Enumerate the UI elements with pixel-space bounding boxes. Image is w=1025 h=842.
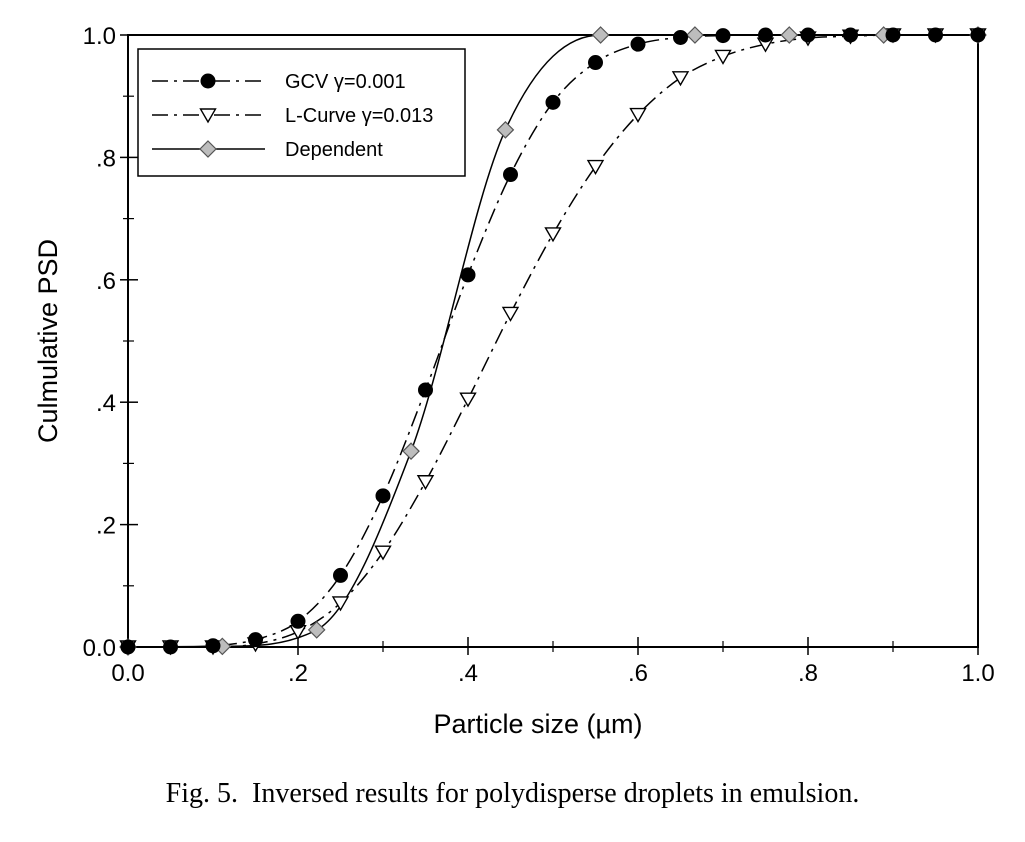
y-axis-title: Culmulative PSD (33, 239, 63, 443)
data-point (630, 36, 646, 52)
x-tick-label: .4 (458, 660, 478, 687)
data-point (307, 621, 326, 639)
data-point (780, 26, 799, 44)
x-tick-label: .2 (288, 660, 308, 687)
data-point (591, 26, 610, 44)
data-point (673, 29, 688, 45)
legend-label: GCV γ=0.001 (285, 71, 406, 93)
y-tick-label: .6 (96, 268, 116, 295)
data-point (588, 55, 603, 71)
legend-marker (200, 73, 216, 89)
data-point (459, 392, 477, 408)
data-point (120, 639, 136, 655)
x-tick-label: .6 (628, 660, 648, 687)
data-point (545, 94, 561, 110)
data-point (629, 107, 647, 123)
y-tick-label: .2 (96, 513, 116, 540)
data-point (205, 638, 221, 654)
data-point (402, 442, 420, 461)
y-tick-label: 0.0 (83, 635, 116, 662)
axis-ticks: 0.0 .2 .4 .6 .8 1.0 0.0 .2 .4 .6 .8 1.0 (83, 23, 995, 687)
legend: GCV γ=0.001 L-Curve γ=0.013 Dependent (137, 48, 466, 177)
data-point (758, 27, 773, 43)
data-point (375, 488, 391, 504)
data-point (544, 227, 562, 243)
x-tick-label: .8 (798, 660, 818, 687)
data-point (503, 167, 518, 183)
figure-caption: Fig. 5. Inversed results for polydispers… (165, 778, 860, 809)
x-axis-title: Particle size (µm) (433, 709, 642, 739)
data-point (290, 613, 306, 629)
data-point (885, 27, 901, 43)
data-point (163, 639, 178, 655)
data-point (496, 121, 515, 139)
legend-label: L-Curve γ=0.013 (285, 105, 433, 127)
data-point (586, 159, 605, 175)
series-markers (119, 26, 987, 656)
data-point (686, 26, 704, 44)
x-tick-label: 1.0 (961, 660, 994, 687)
data-point (843, 27, 858, 43)
data-point (671, 71, 690, 87)
legend-label: Dependent (285, 139, 383, 161)
data-point (416, 475, 435, 491)
legend-marker (199, 140, 217, 158)
series-line (128, 34, 978, 648)
data-point (374, 545, 392, 561)
data-point (418, 382, 433, 398)
data-point (928, 27, 943, 43)
data-point (501, 306, 520, 322)
data-point (715, 28, 731, 44)
y-tick-label: .8 (96, 145, 116, 172)
y-tick-label: 1.0 (83, 23, 116, 50)
data-point (970, 27, 986, 43)
data-point (800, 27, 816, 43)
y-tick-label: .4 (96, 390, 116, 417)
data-point (248, 632, 263, 648)
data-point (333, 567, 348, 583)
legend-marker (199, 108, 217, 124)
legend-box (137, 48, 466, 177)
data-point (331, 596, 350, 612)
x-tick-label: 0.0 (111, 660, 144, 687)
data-point (714, 49, 732, 65)
data-point (460, 267, 476, 283)
